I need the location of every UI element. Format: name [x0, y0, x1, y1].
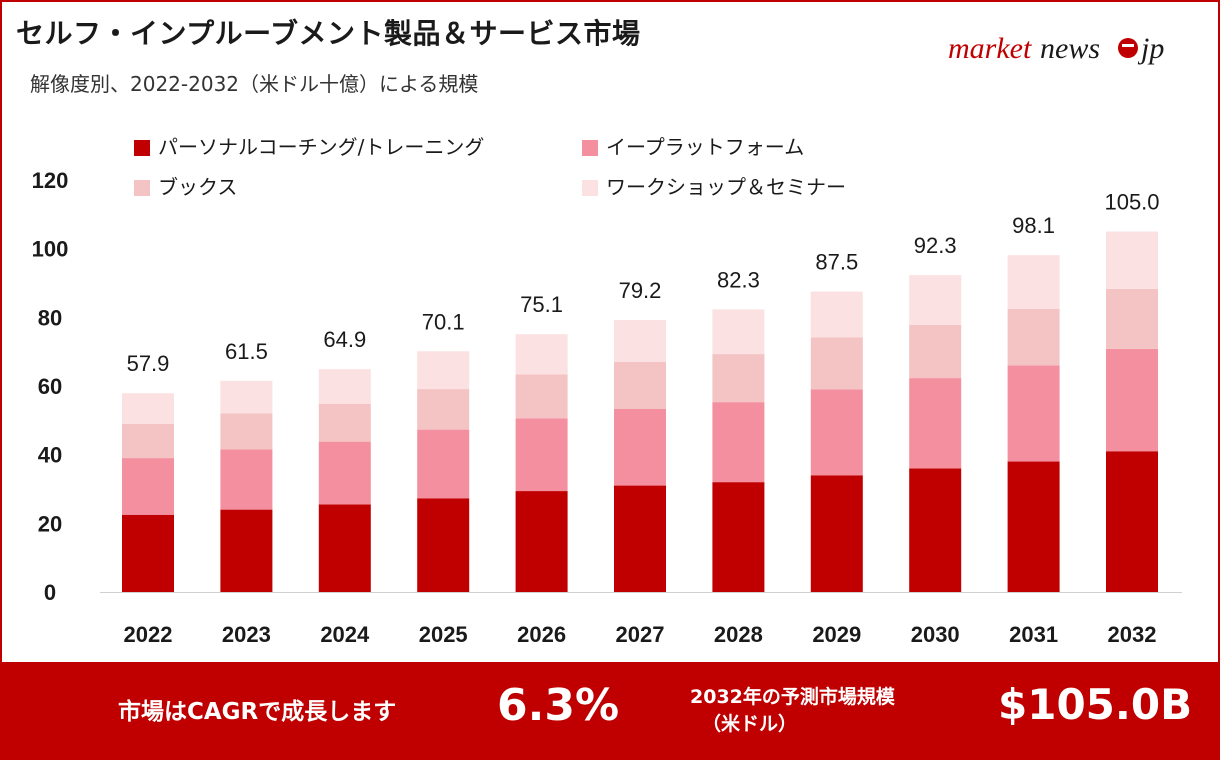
bar-total-label: 79.2: [619, 278, 662, 303]
bar-segment: [122, 423, 174, 459]
legend-swatch: [582, 180, 598, 196]
bar-segment: [810, 291, 863, 338]
bar-segment: [515, 374, 568, 419]
bar-segment: [318, 504, 371, 592]
svg-text:market: market: [948, 32, 1032, 65]
cagr-value: 6.3%: [497, 680, 620, 731]
bar-segment: [810, 389, 863, 476]
bar-segment: [515, 491, 568, 592]
bar-segment: [1007, 365, 1060, 462]
x-tick-label: 2027: [616, 622, 665, 647]
x-tick-label: 2025: [419, 622, 468, 647]
brand-logo: market news jp: [948, 32, 1164, 65]
bar-segment: [909, 378, 962, 469]
x-tick-label: 2032: [1108, 622, 1157, 647]
bar-segment: [1106, 451, 1158, 592]
bar-total-label: 92.3: [914, 233, 957, 258]
forecast-unit-label: （米ドル）: [702, 713, 798, 735]
bar-segment: [1007, 308, 1060, 366]
bar-segment: [614, 485, 666, 592]
bar-segment: [614, 320, 666, 362]
y-tick-label: 0: [44, 580, 56, 605]
bar-segment: [712, 482, 765, 592]
bar-segment: [318, 441, 371, 505]
forecast-label: 2032年の予測市場規模: [690, 686, 895, 708]
bar-segment: [417, 351, 470, 390]
bar-segment: [909, 275, 962, 325]
x-tick-label: 2026: [517, 622, 566, 647]
bar-segment: [1106, 231, 1158, 289]
x-tick-label: 2029: [812, 622, 861, 647]
bar-total-label: 64.9: [323, 327, 366, 352]
bar-total-label: 61.5: [225, 339, 268, 364]
y-tick-label: 60: [38, 374, 62, 399]
stacked-bar-chart: 0 20 40 60 80 100 120 57.9 2022 61.5 2023 64.9 2024 7…: [32, 135, 1182, 647]
bar-segment: [220, 449, 273, 510]
bar-segment: [318, 403, 371, 442]
svg-text:jp: jp: [1137, 32, 1164, 65]
legend-label: イープラットフォーム: [606, 135, 804, 159]
legend-swatch: [582, 140, 598, 156]
forecast-value: $105.0B: [998, 680, 1193, 729]
y-tick-label: 20: [38, 511, 62, 536]
bar-segment: [1106, 348, 1158, 452]
bar-segment: [220, 413, 273, 450]
legend-label: ブックス: [158, 175, 237, 199]
x-tick-label: 2023: [222, 622, 271, 647]
bar-segment: [122, 514, 174, 592]
bar-total-label: 105.0: [1104, 190, 1159, 215]
bar-segment: [515, 334, 568, 375]
x-tick-label: 2030: [911, 622, 960, 647]
page-title: セルフ・インプルーブメント製品＆サービス市場: [16, 17, 641, 50]
bar-segment: [122, 393, 174, 424]
y-tick-label: 120: [32, 168, 69, 193]
bar-segment: [417, 498, 470, 592]
x-tick-label: 2028: [714, 622, 763, 647]
bar-total-label: 82.3: [717, 267, 760, 292]
bar-total-label: 75.1: [520, 292, 563, 317]
bar-segment: [614, 361, 666, 410]
bar-segment: [220, 380, 273, 414]
legend-label: パーソナルコーチング/トレーニング: [158, 135, 484, 159]
x-tick-label: 2022: [124, 622, 173, 647]
bar-total-label: 57.9: [127, 351, 170, 376]
bar-total-label: 87.5: [815, 250, 858, 275]
cagr-label: 市場はCAGRで成長します: [118, 699, 397, 725]
svg-text:news: news: [1040, 32, 1100, 65]
bar-total-label: 98.1: [1012, 213, 1055, 238]
bar-segment: [220, 509, 273, 592]
bar-segment: [318, 369, 371, 404]
y-tick-label: 40: [38, 443, 62, 468]
bar-segment: [417, 389, 470, 430]
bar-segment: [614, 409, 666, 486]
legend-label: ワークショップ＆セミナー: [606, 175, 846, 199]
bar-segment: [1007, 255, 1060, 309]
bar-segment: [909, 324, 962, 379]
page-subtitle: 解像度別、2022-2032（米ドル十億）による規模: [30, 72, 479, 96]
bar-segment: [515, 418, 568, 492]
y-tick-label: 80: [38, 305, 62, 330]
bar-segment: [122, 458, 174, 515]
bar-total-label: 70.1: [422, 309, 465, 334]
bar-segment: [810, 337, 863, 390]
bar-segment: [1007, 461, 1060, 592]
legend-swatch: [134, 180, 150, 196]
bar-segment: [417, 429, 470, 499]
bar-segment: [1106, 288, 1158, 349]
y-tick-label: 100: [32, 237, 69, 262]
summary-footer: 市場はCAGRで成長します 6.3% 2032年の予測市場規模 （米ドル） $1…: [2, 662, 1218, 758]
bar-segment: [909, 468, 962, 592]
bar-segment: [712, 402, 765, 483]
legend-swatch: [134, 140, 150, 156]
bar-segment: [712, 309, 765, 355]
bar-segment: [810, 475, 863, 592]
x-tick-label: 2024: [320, 622, 370, 647]
x-tick-label: 2031: [1009, 622, 1058, 647]
bar-segment: [712, 354, 765, 403]
